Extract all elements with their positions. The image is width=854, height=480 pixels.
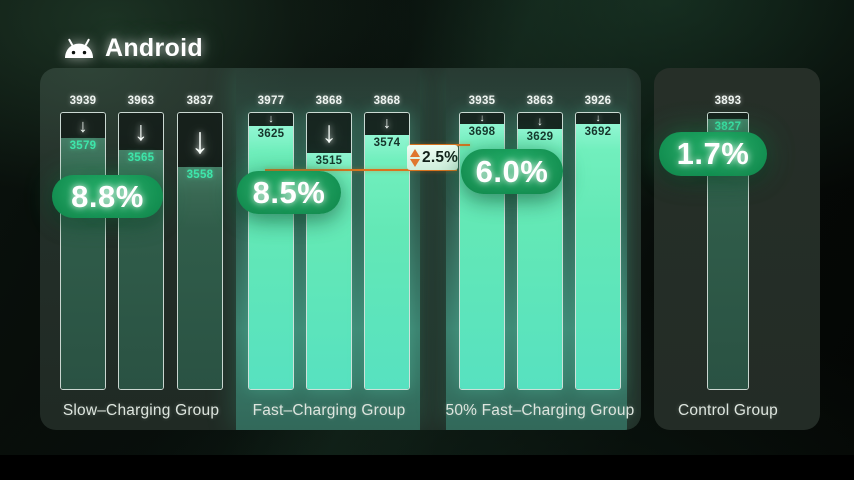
drop-badge-slow: 8.8% [52,175,163,218]
capacity-after-value: 3558 [186,169,214,181]
group-label-fast: Fast–Charging Group [252,402,406,419]
delta-annotation: 2.5% [407,145,458,170]
battery-bar: 3868 ↓ 3515 [306,92,352,390]
arrow-down-icon: ↓ [595,112,601,124]
drop-cap: ↓ [307,113,351,153]
group-label-control: Control Group [678,402,778,419]
capacity-after-value: 3692 [584,126,612,138]
battery-bar: 3863 ↓ 3629 [517,92,563,390]
battery-bar: 3868 ↓ 3574 [364,92,410,390]
capacity-before-value: 3963 [127,95,155,107]
arrow-down-icon: ↓ [78,115,88,136]
capacity-after-value: 3629 [526,131,554,143]
capacity-before-value: 3863 [526,95,554,107]
drop-cap: ↓ [61,113,105,138]
group-label-half-fast: 50% Fast–Charging Group [445,402,635,419]
battery-bar: 3837 ↓ 3558 [177,92,223,390]
capacity-before-value: 3893 [714,95,742,107]
drop-cap: ↓ [518,113,562,129]
drop-cap: ↓ [460,113,504,124]
triangle-down-icon [410,158,420,167]
delta-value: 2.5% [422,148,459,166]
page-title: Android [105,34,203,62]
battery-bar: 3926 ↓ 3692 [575,92,621,390]
capacity-after-value: 3574 [373,137,401,149]
drop-badge-control: 1.7% [659,132,767,176]
arrow-down-icon: ↓ [321,116,337,149]
capacity-after-value: 3579 [69,140,97,152]
letterbox-bar [0,455,854,480]
android-logo: Android [62,34,203,63]
capacity-after-value: 3515 [315,155,343,167]
drop-cap: ↓ [576,113,620,124]
drop-cap: ↓ [178,113,222,167]
delta-line-lower [265,169,457,171]
capacity-after-value: 3625 [257,128,285,140]
capacity-before-value: 3868 [315,95,343,107]
arrow-down-icon: ↓ [268,113,274,125]
drop-cap [708,113,748,119]
drop-badge-half-fast: 6.0% [461,149,563,194]
capacity-after-value: 3698 [468,126,496,138]
capacity-before-value: 3935 [468,95,496,107]
drop-cap: ↓ [365,113,409,135]
triangle-up-icon [410,148,420,157]
drop-badge-fast: 8.5% [237,171,341,214]
arrow-down-icon: ↓ [537,114,543,128]
arrow-down-icon: ↓ [479,112,485,124]
capacity-before-value: 3926 [584,95,612,107]
capacity-before-value: 3837 [186,95,214,107]
arrow-down-icon: ↓ [134,116,148,146]
arrow-down-icon: ↓ [383,115,391,132]
battery-bar: 3963 ↓ 3565 [118,92,164,390]
capacity-before-value: 3977 [257,95,285,107]
battery-bar: 3935 ↓ 3698 [459,92,505,390]
capacity-before-value: 3939 [69,95,97,107]
group-label-slow: Slow–Charging Group [62,402,220,419]
battery-bar: 3939 ↓ 3579 [60,92,106,390]
capacity-after-value: 3827 [714,121,742,133]
battery-bar: 3977 ↓ 3625 [248,92,294,390]
arrow-down-icon: ↓ [190,119,210,161]
drop-cap: ↓ [249,113,293,126]
capacity-after-value: 3565 [127,152,155,164]
drop-cap: ↓ [119,113,163,150]
capacity-before-value: 3868 [373,95,401,107]
android-robot-icon [65,38,93,58]
